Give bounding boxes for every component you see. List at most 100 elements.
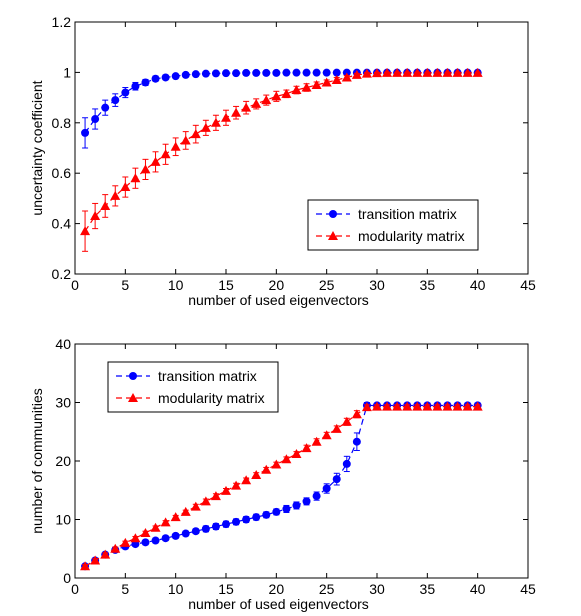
data-point [242,68,251,77]
y-tick-label: 0.6 [52,165,72,181]
series-modularity-matrix [80,67,483,252]
data-point [111,96,120,105]
x-axis-label: number of used eigenvectors [188,292,369,308]
data-point [171,531,180,540]
series-line [84,404,478,567]
legend-box [307,199,479,251]
data-point [160,149,171,159]
data-point [222,69,230,78]
data-point [312,492,321,501]
data-point [210,117,221,127]
legend: transition matrix modularity matrix [307,199,479,251]
x-tick-label: 25 [319,277,335,293]
chart-2: 0 5 10 15 20 25 30 35 40 45 0 10 20 30 40 number of use… [29,336,536,612]
x-tick-label: 30 [369,581,385,597]
data-point [121,88,130,97]
data-point [412,401,423,411]
data-point [120,182,131,192]
data-point [322,68,331,77]
data-point [412,67,423,77]
data-point [160,517,171,527]
y-tick-label: 1.2 [52,14,72,30]
data-point [252,68,261,77]
data-point [452,401,463,411]
data-point [181,529,190,538]
data-point [231,107,242,117]
x-tick-label: 35 [420,581,436,597]
legend-marker [328,231,338,240]
data-point [110,190,121,200]
data-point [281,88,292,98]
data-point [452,67,463,77]
data-point [130,533,141,543]
data-point [282,68,291,77]
data-point [232,69,241,78]
data-point [331,74,342,84]
data-point [180,135,191,145]
data-point [221,485,231,495]
data-point [272,68,281,77]
x-tick-label: 0 [71,581,79,597]
data-point [241,102,252,112]
data-point [402,401,413,411]
data-point [472,67,483,77]
y-tick-label: 30 [55,395,71,411]
data-point [130,173,141,183]
x-tick-label: 15 [218,277,234,293]
data-point [80,561,91,571]
data-point [382,67,393,77]
x-axis-label: number of used eigenvectors [188,596,369,612]
series-modularity-matrix [80,401,483,571]
y-tick-label: 0.8 [52,115,72,131]
data-point [221,112,231,122]
x-tick-label: 5 [121,581,129,597]
x-tick-label: 20 [269,277,285,293]
data-point [311,436,322,446]
data-point [301,443,312,453]
x-tick-label: 35 [420,277,436,293]
legend-box [107,361,279,413]
data-point [181,70,190,79]
data-point [462,401,473,411]
data-point [392,67,403,77]
data-point [302,497,311,506]
data-point [442,401,453,411]
data-point [91,115,100,124]
data-point [292,501,301,510]
data-point [342,459,351,468]
y-axis-label: uncertainty coefficient [29,80,45,215]
data-point [241,475,252,485]
x-tick-label: 10 [168,277,184,293]
data-point [422,67,433,77]
data-point [90,211,101,221]
y-tick-label: 1 [63,64,71,80]
data-point [372,68,382,78]
legend-label: modularity matrix [158,390,265,406]
data-point [382,401,393,411]
data-point [472,401,483,411]
plot-area [74,21,529,275]
data-point [151,74,160,83]
data-point [301,82,312,92]
data-point [101,103,110,112]
data-point [422,401,433,411]
x-tick-label: 0 [71,277,79,293]
data-point [302,68,311,77]
data-point [100,200,111,210]
y-tick-label: 10 [55,512,71,528]
data-point [462,67,473,77]
data-point [222,520,230,529]
x-tick-label: 30 [369,277,385,293]
series-line [84,405,478,567]
data-point [80,226,91,236]
data-point [151,536,160,545]
data-point [211,522,220,531]
data-point [191,70,200,79]
data-point [90,555,101,565]
data-point [322,484,331,493]
data-point [332,475,341,484]
series-transition-matrix [81,68,482,149]
data-point [261,95,272,105]
data-point [351,409,362,419]
data-point [232,517,241,526]
